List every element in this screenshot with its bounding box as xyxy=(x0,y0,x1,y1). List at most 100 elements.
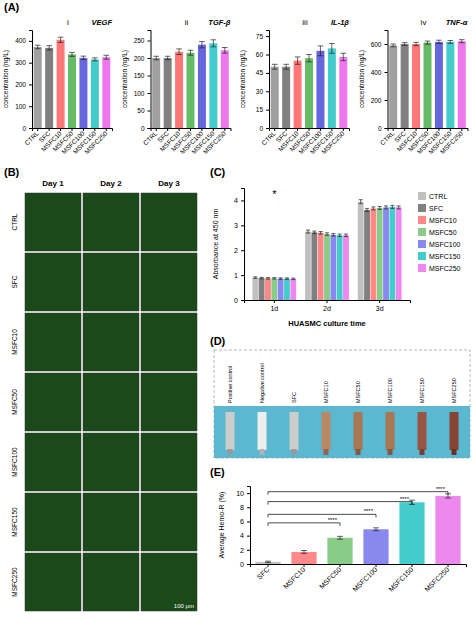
tick-mark xyxy=(412,564,413,567)
tick-mark xyxy=(106,128,107,131)
tube-tip xyxy=(228,449,233,455)
tube-label: MSFC50 xyxy=(355,381,361,403)
row-label: MSFC50 xyxy=(11,389,18,415)
legend-swatch xyxy=(418,204,426,212)
error-bar xyxy=(265,561,271,562)
significance-bracket xyxy=(268,514,376,517)
row-label: CTRL xyxy=(11,213,18,230)
y-axis-title: concentration (ng/L) xyxy=(2,50,10,108)
error-bar xyxy=(384,206,388,209)
tick-label: 200 xyxy=(15,81,26,88)
error-bar xyxy=(285,278,289,279)
tick-label: 15 xyxy=(256,106,264,113)
error-bar xyxy=(390,44,396,47)
tick: 0 xyxy=(378,125,388,132)
tick-mark xyxy=(247,521,250,522)
bar xyxy=(316,51,324,128)
tick-label: 0 xyxy=(378,125,382,132)
bar xyxy=(435,42,443,128)
tick: 1 xyxy=(234,272,244,279)
tick-mark xyxy=(167,128,168,131)
bar xyxy=(291,552,316,564)
bar xyxy=(294,61,302,128)
bar xyxy=(79,58,87,128)
tick: 8 xyxy=(240,504,250,511)
image-cell xyxy=(141,373,197,431)
bar xyxy=(278,279,284,300)
tick-label: SFC xyxy=(256,566,271,581)
legend-swatch xyxy=(418,216,426,224)
error-bar xyxy=(436,40,442,43)
tick-mark xyxy=(241,225,244,226)
tick-mark xyxy=(427,128,428,131)
x-axis: CTRLSFCMSFC10MSFC50MSFC100MSFC150MSFC250 xyxy=(142,128,231,155)
tick-mark xyxy=(148,111,151,112)
error-bar xyxy=(329,43,335,53)
tick-mark xyxy=(385,72,388,73)
x-axis: CTRLSFCMSFC10MSFC50MSFC100MSFC150MSFC250 xyxy=(260,128,349,155)
bar xyxy=(328,48,336,128)
error-bar xyxy=(448,41,454,44)
error-bar xyxy=(188,50,194,55)
tick-mark xyxy=(60,128,61,131)
error-bar xyxy=(337,536,343,539)
tick-label: 60 xyxy=(256,51,264,58)
tube-label: Positive control xyxy=(227,366,233,403)
row-label: MSFC10 xyxy=(11,329,18,355)
tick-mark xyxy=(266,110,269,111)
image-cell xyxy=(141,253,197,311)
tick: 15 xyxy=(256,106,269,113)
error-bar xyxy=(459,40,465,43)
image-cell xyxy=(83,253,139,311)
tube-tip xyxy=(292,449,297,455)
bar xyxy=(252,278,258,300)
tick-label: 300 xyxy=(15,59,26,66)
column-label: Day 3 xyxy=(158,179,180,188)
panel-label: (A) xyxy=(4,1,20,13)
legend-swatch xyxy=(418,192,426,200)
bar xyxy=(91,59,99,128)
tube-tip xyxy=(420,449,425,455)
tick-label: 2 xyxy=(234,247,238,254)
tick-label: 45 xyxy=(256,69,264,76)
tube-tip xyxy=(356,449,361,455)
tick-mark xyxy=(304,564,305,567)
bar xyxy=(435,496,460,564)
error-bar xyxy=(397,206,401,209)
tick-label: MSFC250 xyxy=(320,129,346,155)
tick-mark xyxy=(29,106,32,107)
image-frame xyxy=(214,350,470,458)
tick: 200 xyxy=(134,55,151,62)
tick-mark xyxy=(379,300,380,303)
bar xyxy=(271,278,277,300)
tick-mark xyxy=(190,128,191,131)
legend-swatch xyxy=(418,252,426,260)
significance-label: **** xyxy=(328,517,338,523)
tick-mark xyxy=(247,536,250,537)
tick-label: 2d xyxy=(323,305,331,312)
bar xyxy=(209,43,217,128)
y-axis-title: Absorbance at 450 nm xyxy=(212,209,219,280)
tick-label: 400 xyxy=(15,37,26,44)
tick: 75 xyxy=(256,33,269,40)
tick-mark xyxy=(266,73,269,74)
bar xyxy=(305,232,311,300)
image-cell xyxy=(83,493,139,551)
tick-label: MSFC250 xyxy=(83,129,109,155)
tick: 2 xyxy=(234,247,244,254)
error-bar xyxy=(92,58,98,61)
error-bar xyxy=(373,528,379,531)
tick-mark xyxy=(450,128,451,131)
error-bar xyxy=(318,46,324,56)
bar xyxy=(305,58,313,128)
significance-bracket xyxy=(268,523,340,526)
error-bar xyxy=(306,55,312,62)
tick-mark xyxy=(448,564,449,567)
error-bar xyxy=(46,46,52,50)
tick: 250 xyxy=(134,37,151,44)
tick-label: 200 xyxy=(134,55,145,62)
tick-mark xyxy=(385,128,388,129)
tick: 2 xyxy=(240,547,250,554)
legend-label: SFC xyxy=(429,205,443,212)
plot-area xyxy=(255,492,460,564)
